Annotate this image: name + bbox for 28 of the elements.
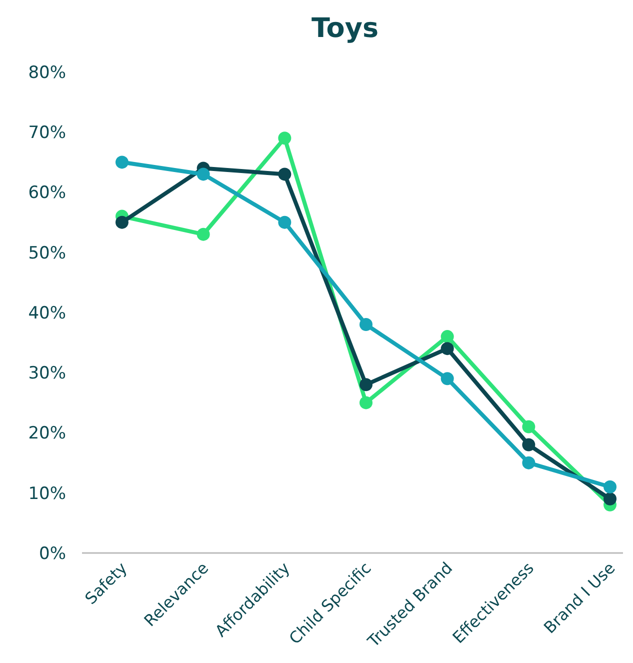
point [360, 396, 372, 410]
point [116, 156, 128, 169]
point [278, 216, 292, 229]
point [278, 132, 292, 145]
point [604, 492, 616, 506]
y-tick-label: 10% [28, 484, 66, 504]
point [360, 318, 372, 332]
point [522, 438, 536, 452]
y-tick-label: 70% [28, 123, 66, 144]
point [522, 420, 536, 434]
point [440, 330, 454, 344]
y-tick-label: 0% [39, 544, 66, 564]
point [604, 480, 616, 494]
y-tick-label: 20% [28, 424, 66, 444]
y-tick-label: 40% [28, 303, 66, 324]
y-tick-label: 30% [28, 364, 66, 384]
point [440, 372, 454, 386]
point [440, 342, 454, 356]
point [522, 456, 536, 470]
y-tick-label: 80% [28, 62, 66, 83]
y-tick-label: 60% [28, 183, 66, 204]
y-tick-label: 50% [28, 243, 66, 264]
point [196, 168, 210, 181]
point [116, 216, 128, 229]
chart-title: Toys [311, 13, 379, 44]
point [360, 378, 372, 392]
point [196, 228, 210, 241]
point [278, 168, 292, 181]
